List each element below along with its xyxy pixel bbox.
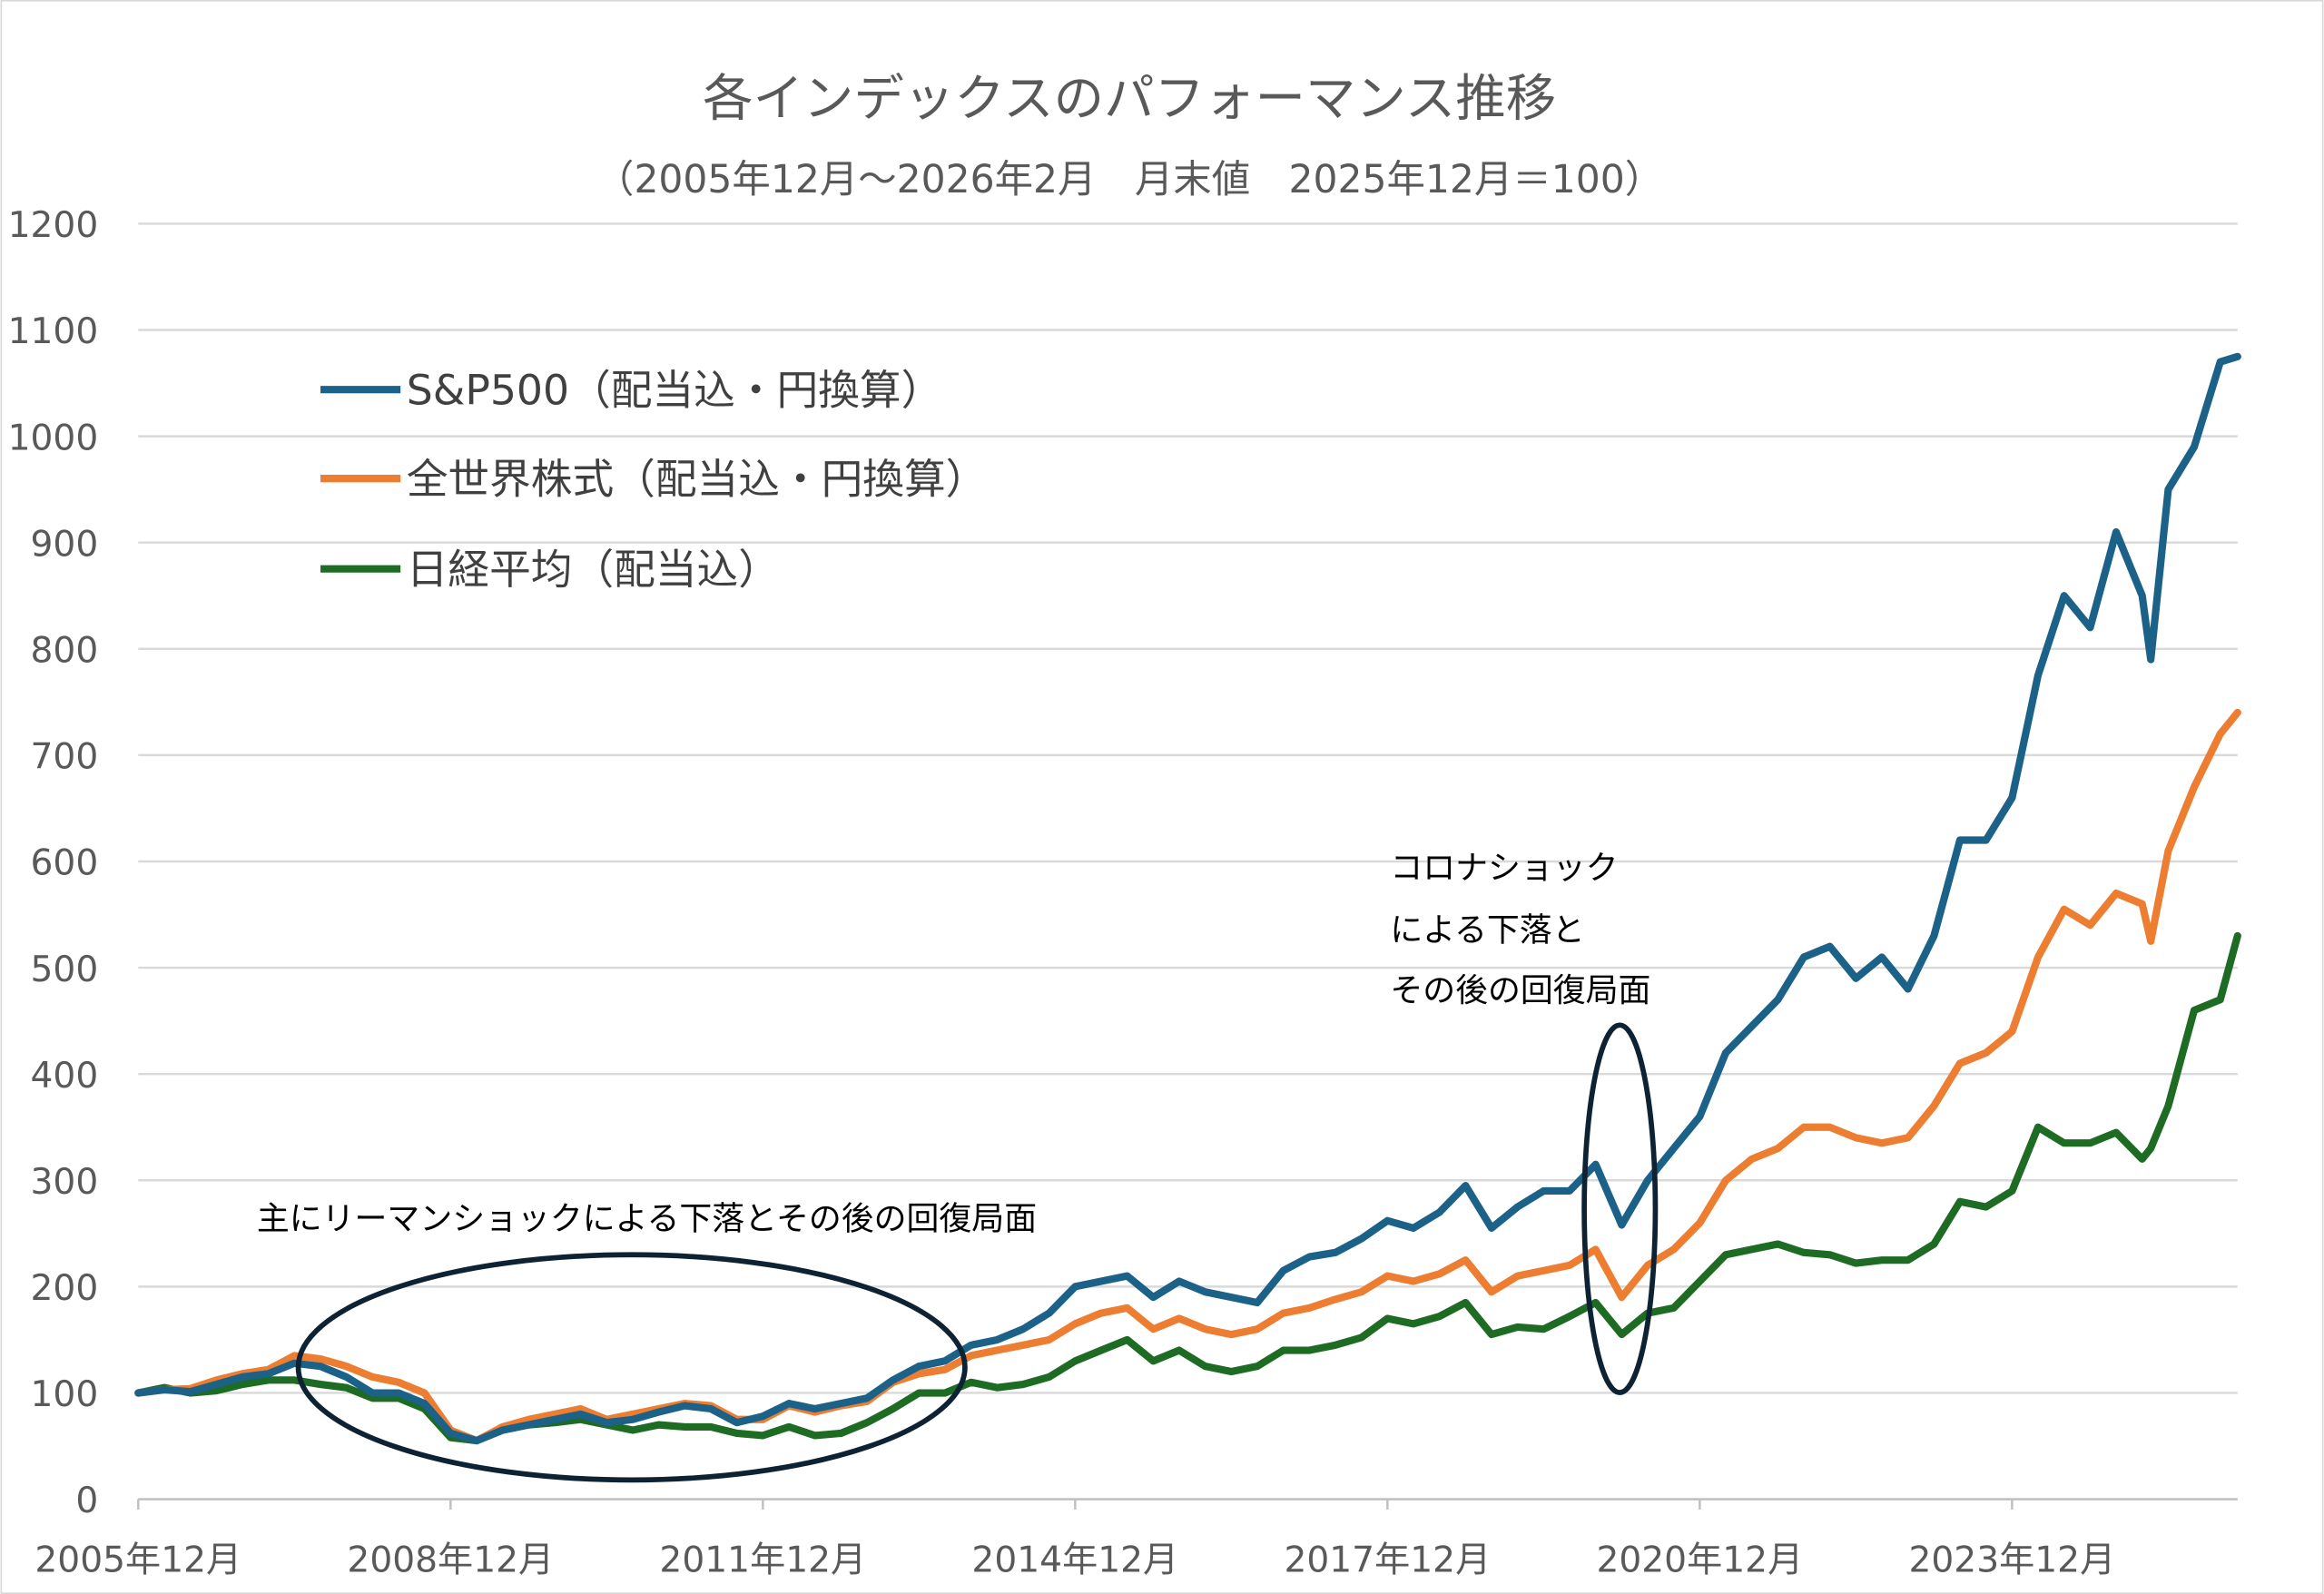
x-tick-label: 2008年12月 xyxy=(347,1540,554,1581)
y-tick-label: 100 xyxy=(30,1374,98,1415)
legend-label-all-world: 全世界株式（配当込・円換算） xyxy=(407,455,988,503)
legend-label-nikkei: 日経平均（配当込） xyxy=(407,546,780,594)
y-tick-label: 1000 xyxy=(8,418,99,458)
y-tick-label: 1200 xyxy=(8,205,99,246)
x-axis-ticks: 2005年12月 2008年12月 2011年12月 2014年12月 2017年12月… xyxy=(34,1498,2238,1581)
annotation-corona-line1: コロナショック xyxy=(1390,850,1618,887)
y-tick-label: 600 xyxy=(30,843,98,884)
chart-subtitle: （2005年12月～2026年2月 月末値 2025年12月＝100） xyxy=(596,158,1663,202)
x-tick-label: 2020年12月 xyxy=(1596,1540,1803,1581)
series-lines xyxy=(134,352,2241,1445)
legend-label-sp500: S&P500（配当込・円換算） xyxy=(407,367,943,415)
y-tick-label: 1100 xyxy=(8,311,99,352)
x-tick-label: 2005年12月 xyxy=(34,1540,241,1581)
y-tick-label: 300 xyxy=(30,1162,98,1203)
y-tick-label: 200 xyxy=(30,1268,98,1309)
y-tick-label: 900 xyxy=(30,524,98,565)
x-tick-label: 2011年12月 xyxy=(659,1540,866,1581)
annotation-corona-ellipse xyxy=(1581,1022,1659,1395)
legend: S&P500（配当込・円換算） 全世界株式（配当込・円換算） 日経平均（配当込） xyxy=(320,367,987,594)
annotation-corona-line2: による下落と xyxy=(1390,911,1584,949)
annotation-lehman-ellipse xyxy=(295,1252,968,1483)
y-axis-ticks: 0 100 200 300 400 500 600 700 800 900 1000 1100 1200 xyxy=(8,205,99,1521)
x-tick-label: 2017年12月 xyxy=(1284,1540,1491,1581)
y-tick-label: 0 xyxy=(75,1481,98,1521)
annotation-lehman-text: 主にリーマンショックによる下落とその後の回復局面 xyxy=(257,1201,1037,1238)
x-tick-label: 2023年12月 xyxy=(1908,1540,2115,1581)
x-tick-label: 2014年12月 xyxy=(971,1540,1178,1581)
y-tick-label: 700 xyxy=(30,737,98,778)
y-tick-label: 500 xyxy=(30,950,98,990)
y-tick-label: 800 xyxy=(30,630,98,671)
annotation-lehman: 主にリーマンショックによる下落とその後の回復局面 xyxy=(257,1201,1037,1483)
y-tick-label: 400 xyxy=(30,1056,98,1097)
annotation-corona-line3: その後の回復局面 xyxy=(1390,972,1650,1009)
series-line-sp500 xyxy=(134,352,2241,1445)
chart-title: 各インデックスのパフォーマンス推移 xyxy=(703,70,1556,128)
annotation-corona: コロナショック による下落と その後の回復局面 xyxy=(1390,850,1659,1395)
